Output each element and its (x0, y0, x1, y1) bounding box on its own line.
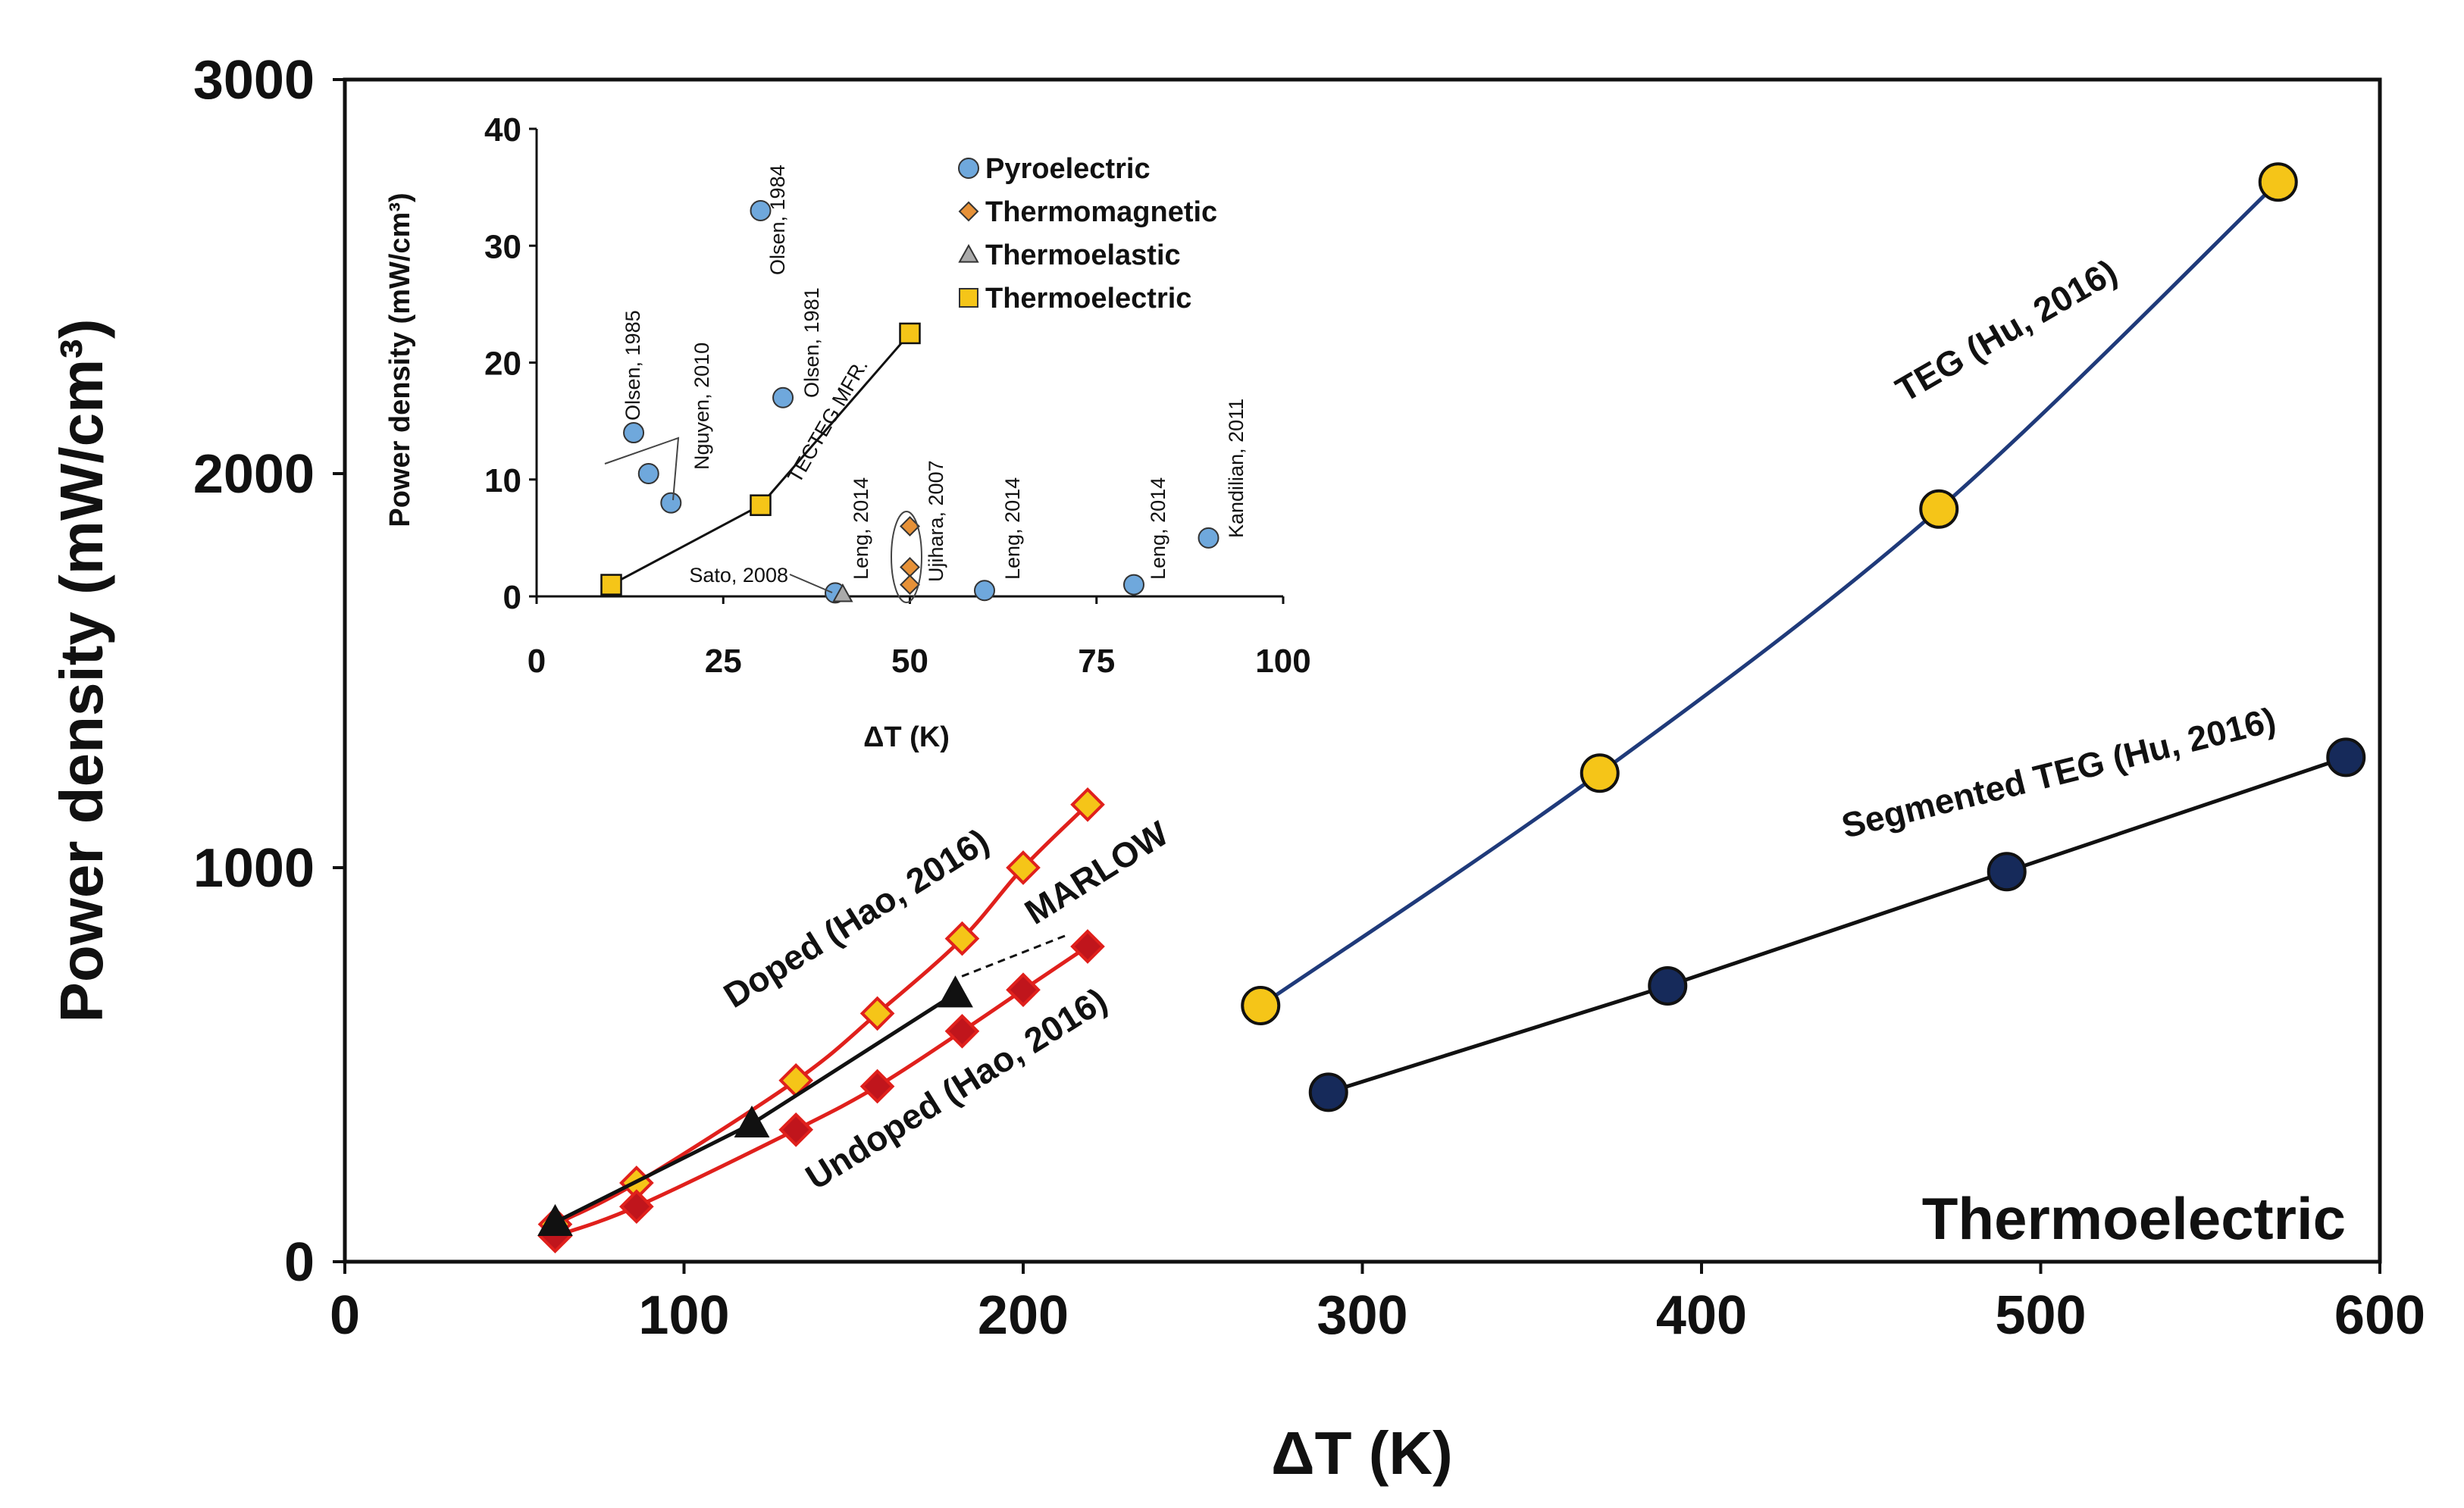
main-x-tick-label: 600 (2334, 1285, 2425, 1346)
main-x-tick-label: 400 (1656, 1285, 1747, 1346)
undoped-hao-series-label: Undoped (Hao, 2016) (799, 980, 1114, 1197)
inset-thermomagnetic-point (900, 574, 920, 595)
thermomagnetic-group-ellipse (891, 511, 922, 603)
teg-hu-2016-point (1919, 489, 1959, 529)
segmented-teg-hu-2016-point (1308, 1072, 1348, 1112)
teg-hu-series-label: TEG (Hu, 2016) (1889, 252, 2123, 410)
marlow-point (938, 975, 973, 1008)
inset-background (531, 125, 1283, 596)
inset-x-tick-label: 100 (1255, 643, 1310, 680)
inset-y-tick-label: 40 (484, 111, 521, 149)
inset-pyroelectric-point (772, 386, 794, 408)
inset-label-leng-2014-c: Leng, 2014 (1147, 477, 1169, 580)
segmented-teg-hu-2016-point (2326, 737, 2366, 777)
main-y-tick-label: 0 (284, 1232, 315, 1293)
legend-thermoelectric-marker (959, 288, 978, 308)
undoped-hao-2016-point (944, 1013, 980, 1049)
undoped-hao-2016-point (619, 1189, 654, 1225)
segmented-teg-hu-2016-point (1648, 966, 1688, 1006)
inset-axes: 0 25 50 75 100 0 10 20 30 40 (484, 111, 1311, 680)
inset-thermoelectric-point (600, 574, 622, 596)
inset-series-group (600, 199, 1219, 604)
main-x-tick-label: 300 (1317, 1285, 1407, 1346)
legend-thermoelectric-label: Thermoelectric (985, 283, 1191, 314)
inset-label-leng-2014-b: Leng, 2014 (1001, 477, 1024, 580)
segmented-teg-hu-2016-line (1328, 756, 2347, 1094)
teg-hu-2016-point (2258, 162, 2298, 202)
inset-y-axis-label: Power density (mW/cm³) (384, 192, 416, 527)
teg-hu-2016-point (1241, 986, 1281, 1025)
inset-y-tick-label: 30 (484, 228, 521, 265)
inset-thermoelastic-point (832, 583, 853, 602)
sato-leader-line (789, 574, 833, 593)
main-series-group (537, 162, 2366, 1254)
legend-pyroelectric-marker (958, 158, 979, 179)
inset-label-olsen-1984: Olsen, 1984 (766, 164, 789, 275)
inset-y-tick-label: 20 (484, 346, 521, 383)
teg-hu-2016-line (1259, 180, 2280, 1008)
thermoelectric-corner-label: Thermoelectric (1922, 1185, 2346, 1252)
inset-pyroelectric-point (637, 463, 659, 485)
inset-y-tick-label: 0 (503, 579, 521, 616)
inset-label-leng-2014-a: Leng, 2014 (850, 477, 872, 580)
inset-pyroelectric-point (623, 422, 645, 444)
undoped-hao-2016-point (1070, 929, 1105, 964)
main-y-axis-label: Power density (mW/cm³) (48, 318, 115, 1022)
inset-thermoelectric-point (899, 322, 921, 345)
inset-label-olsen-1985: Olsen, 1985 (621, 310, 644, 421)
segmented-teg-series-label: Segmented TEG (Hu, 2016) (1838, 699, 2280, 846)
main-x-tick-label: 100 (638, 1285, 729, 1346)
inset-x-tick-label: 75 (1078, 643, 1115, 680)
undoped-hao-2016-point (778, 1112, 814, 1147)
inset-x-axis-label: ΔT (K) (863, 721, 950, 753)
main-y-tick-label: 2000 (193, 444, 315, 505)
doped-hao-2016-point (1070, 787, 1105, 822)
undoped-hao-2016-point (1006, 972, 1041, 1008)
inset-label-kandilian-2011: Kandilian, 2011 (1225, 399, 1248, 538)
marlow-point (537, 1203, 573, 1236)
main-x-axis-label: ΔT (K) (1271, 1419, 1453, 1487)
inset-pyroelectric-point (750, 199, 772, 221)
main-y-tick-label: 3000 (193, 50, 315, 111)
inset-label-nguyen-2010: Nguyen, 2010 (690, 343, 713, 470)
main-y-tick-label: 1000 (193, 838, 315, 899)
inset-pyroelectric-point (1198, 527, 1219, 549)
marlow-pointer-line (958, 934, 1066, 979)
inset-label-olsen-1981: Olsen, 1981 (800, 287, 823, 398)
inset-x-tick-label: 0 (528, 643, 546, 680)
inset-label-ujihara-2007: Ujihara, 2007 (925, 460, 947, 582)
inset-y-tick-label: 10 (484, 462, 521, 499)
inset-pyroelectric-point (1123, 574, 1144, 596)
legend-thermoelastic-label: Thermoelastic (985, 239, 1181, 271)
segmented-teg-hu-2016-point (1987, 852, 2027, 892)
main-x-tick-label: 200 (978, 1285, 1069, 1346)
inset-pyroelectric-point (974, 580, 995, 602)
doped-hao-2016-point (859, 996, 895, 1031)
nguyen-leader-line (604, 436, 680, 501)
inset-x-tick-label: 50 (891, 643, 928, 680)
legend-pyroelectric-label: Pyroelectric (985, 153, 1151, 185)
doped-hao-2016-point (944, 921, 980, 956)
legend-thermomagnetic-marker (958, 201, 979, 222)
inset-pyroelectric-point (660, 492, 682, 514)
main-x-tick-label: 500 (1995, 1285, 2086, 1346)
undoped-hao-2016-point (859, 1068, 895, 1104)
marlow-point (734, 1105, 770, 1137)
legend-thermomagnetic-label: Thermomagnetic (985, 196, 1217, 228)
inset-thermoelectric-point (750, 494, 772, 516)
inset-legend: Pyroelectric Thermomagnetic Thermoelastic T… (958, 153, 1217, 314)
legend-thermoelastic-marker (958, 243, 979, 263)
inset-x-tick-label: 25 (705, 643, 742, 680)
teg-hu-2016-point (1580, 753, 1620, 793)
inset-label-sato-2008: Sato, 2008 (689, 564, 788, 587)
main-x-tick-label: 0 (330, 1285, 360, 1346)
marlow-series-label: MARLOW (1018, 813, 1176, 932)
doped-hao-2016-point (1006, 850, 1041, 885)
